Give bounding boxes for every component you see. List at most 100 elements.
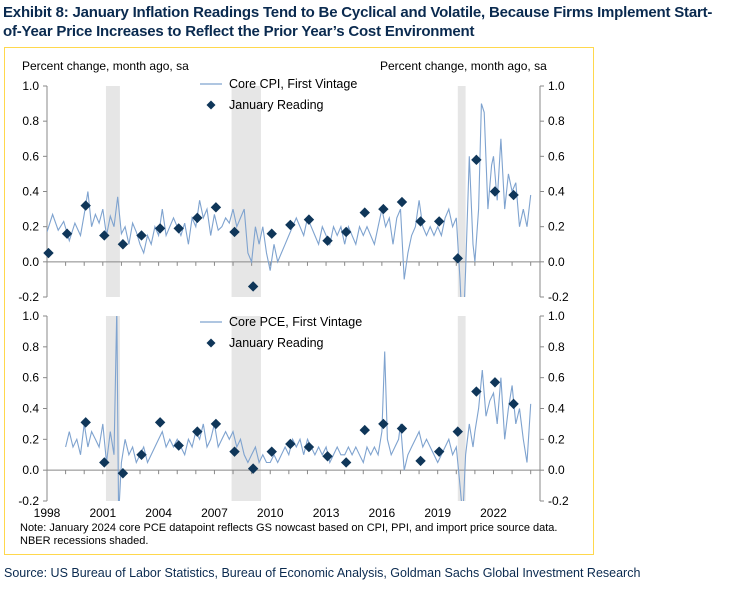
x-tick-label: 2019 xyxy=(424,506,451,520)
january-marker xyxy=(285,219,296,231)
series-clip-group xyxy=(47,103,532,297)
january-marker xyxy=(285,438,296,450)
y-tick-label-left: 0.6 xyxy=(22,371,39,385)
january-marker xyxy=(247,281,259,292)
source-line: Source: US Bureau of Labor Statistics, B… xyxy=(4,566,641,580)
y-tick-label-left: 0.2 xyxy=(22,432,39,446)
january-marker xyxy=(247,463,259,474)
recession-shade xyxy=(457,86,466,297)
january-marker xyxy=(452,426,463,437)
y-tick-label-right: 0.0 xyxy=(548,463,565,477)
y-tick-label-right: 0.6 xyxy=(548,149,565,163)
y-tick-label-left: 0.8 xyxy=(22,340,39,354)
y-tick-label-left: 0.4 xyxy=(22,402,39,416)
january-marker xyxy=(154,223,166,234)
january-marker xyxy=(192,426,203,437)
january-marker xyxy=(192,212,203,224)
january-marker xyxy=(433,446,445,457)
x-tick-label: 2001 xyxy=(89,506,116,520)
y-tick-label-right: -0.2 xyxy=(548,290,569,304)
january-marker xyxy=(229,446,240,457)
january-marker xyxy=(80,200,91,211)
january-marker xyxy=(340,457,352,468)
y-tick-label-left: 1.0 xyxy=(22,79,39,93)
y-tick-label-right: 1.0 xyxy=(548,79,565,93)
y-tick-label-left: 0.0 xyxy=(22,255,39,269)
y-tick-label-left: 0.0 xyxy=(22,463,39,477)
x-tick-label: 2016 xyxy=(369,506,396,520)
y-tick-label-left: 0.8 xyxy=(22,114,39,128)
january-marker xyxy=(117,468,129,479)
january-marker xyxy=(396,196,408,208)
january-marker xyxy=(154,417,166,428)
january-marker xyxy=(303,214,315,225)
y-tick-label-right: 0.2 xyxy=(548,220,565,234)
january-marker xyxy=(489,377,501,388)
january-marker xyxy=(433,216,445,227)
legend-marker-swatch xyxy=(206,100,216,110)
y-tick-label-left: -0.2 xyxy=(18,494,39,508)
january-marker xyxy=(80,417,91,428)
y-tick-label-right: -0.2 xyxy=(548,494,569,508)
january-marker xyxy=(210,418,222,430)
chart-frame xyxy=(4,47,594,555)
january-marker xyxy=(489,186,501,197)
y-tick-label-right: 0.4 xyxy=(548,402,565,416)
january-marker xyxy=(173,440,184,451)
series-line xyxy=(47,103,532,297)
january-marker xyxy=(266,446,277,457)
january-marker xyxy=(415,455,426,467)
january-marker xyxy=(210,202,222,213)
y-tick-label-left: -0.2 xyxy=(18,290,39,304)
y-tick-label-right: 0.4 xyxy=(548,185,565,199)
january-marker xyxy=(322,451,333,462)
recession-shade xyxy=(231,86,261,297)
y-tick-label-left: 0.4 xyxy=(22,185,39,199)
legend-marker-swatch xyxy=(206,338,216,348)
january-marker xyxy=(117,239,129,250)
legend-label-series: Core PCE, First Vintage xyxy=(229,315,362,329)
january-marker xyxy=(471,154,482,166)
y-tick-label-left: 0.2 xyxy=(22,220,39,234)
chart-title: Exhibit 8: January Inflation Readings Te… xyxy=(3,4,713,40)
y-tick-label-right: 1.0 xyxy=(548,309,565,323)
january-marker xyxy=(508,398,519,410)
january-marker xyxy=(303,441,315,453)
y-tick-label-right: 0.2 xyxy=(548,432,565,446)
january-marker xyxy=(452,253,463,264)
january-marker xyxy=(378,203,389,215)
january-marker xyxy=(508,189,519,201)
y-tick-label-right: 0.8 xyxy=(548,114,565,128)
x-tick-label: 1998 xyxy=(34,506,61,520)
legend-label-january: January Reading xyxy=(229,98,324,112)
january-marker xyxy=(43,247,54,259)
x-tick-label: 2022 xyxy=(480,506,507,520)
january-marker xyxy=(340,226,352,238)
recession-shade xyxy=(457,316,466,501)
recession-shade xyxy=(105,86,120,297)
january-marker xyxy=(471,386,482,397)
left-axis-label: Percent change, month ago, sa xyxy=(22,59,189,73)
legend-label-january: January Reading xyxy=(229,336,324,350)
january-marker xyxy=(322,235,333,246)
chart-note: Note: January 2024 core PCE datapoint re… xyxy=(20,522,558,547)
y-tick-label-right: 0.8 xyxy=(548,340,565,354)
x-tick-label: 2013 xyxy=(313,506,340,520)
january-marker xyxy=(266,228,277,239)
x-tick-label: 2007 xyxy=(201,506,228,520)
x-tick-label: 2004 xyxy=(145,506,172,520)
y-tick-label-right: 0.0 xyxy=(548,255,565,269)
january-marker xyxy=(359,424,370,436)
january-marker xyxy=(136,230,147,241)
y-tick-label-right: 0.6 xyxy=(548,371,565,385)
y-tick-label-left: 0.6 xyxy=(22,149,39,163)
x-tick-label: 2010 xyxy=(257,506,284,520)
january-marker xyxy=(229,226,240,238)
january-marker xyxy=(99,230,110,241)
january-marker xyxy=(415,216,426,227)
january-marker xyxy=(99,457,110,468)
y-tick-label-left: 1.0 xyxy=(22,309,39,323)
january-marker xyxy=(359,207,370,218)
panel-top: 1.0 1.0 0.8 0.8 0.6 0.6 0.4 0.4 0.2 0.2 0.0 0.0 -0.2… xyxy=(18,59,569,304)
panel-bottom: 1.0 1.0 0.8 0.8 0.6 0.6 0.4 0.4 0.2 0.2 0.0 0.0 -0.2… xyxy=(18,309,569,520)
